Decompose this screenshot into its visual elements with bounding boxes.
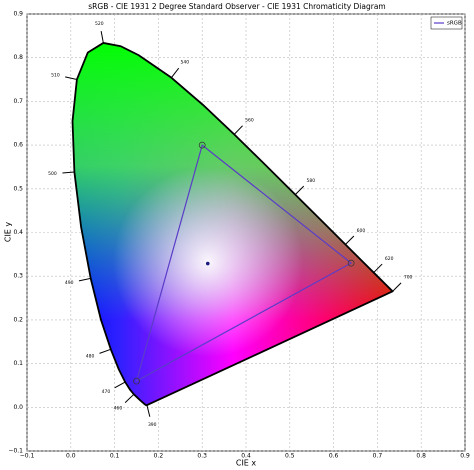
x-tick-label: 0.8 [416,453,426,460]
wavelength-tick [78,277,91,282]
wavelength-label: 580 [306,178,315,184]
y-tick-label: 0.2 [13,316,23,323]
wavelength-tick [65,76,77,80]
gamut-vertex [198,141,206,149]
wavelength-tick [124,393,135,403]
wavelength-label: 470 [102,389,111,395]
y-tick-label: 0.6 [13,142,23,149]
x-tick-label: 0.6 [329,453,339,460]
wavelength-tick [233,125,243,135]
y-tick-label: 0.1 [13,360,23,367]
x-axis-label: CIE x [236,459,257,468]
y-tick-label: 0.9 [13,11,23,18]
wavelength-label: 390 [148,422,157,428]
x-tick-label: 0.0 [66,453,76,460]
wavelength-label: 500 [48,171,57,177]
y-tick-label: 0.5 [13,185,23,192]
marks: −0.1 0.0 0.1 0.2 0.3 0.4 0.5 0.6 0.7 0.8 0.9 −0.1 0.… [8,11,470,460]
wavelength-tick [345,235,355,245]
legend-label: sRGB [447,21,462,27]
wavelength-label: 520 [95,21,104,27]
y-tick-label: −0.1 [8,448,23,455]
gamut-vertex [133,377,140,385]
x-tick-label: 0.5 [285,453,295,460]
x-tick-label: 0.7 [373,453,383,460]
wavelength-tick [294,185,305,196]
wavelength-label: 510 [51,73,60,79]
gamut-vertex [347,259,355,267]
wavelength-label: 560 [245,117,254,123]
wavelength-tick [100,31,104,44]
wavelength-label: 600 [357,228,366,234]
legend-box [430,16,463,30]
wavelength-label: 460 [114,406,123,412]
x-tick-label: 0.9 [460,453,470,460]
y-tick-label: 0.4 [13,229,23,236]
wavelength-label: 620 [385,256,394,262]
wavelength-tick [373,263,383,273]
wavelength-tick [146,405,151,417]
x-tick-label: 0.4 [241,453,251,460]
wavelength-tick [170,67,180,78]
x-tick-label: 0.3 [197,453,207,460]
gamut-triangle [135,144,353,383]
wavelength-tick [99,348,111,354]
y-tick-label: 0.8 [13,54,23,61]
x-tick-label: 0.2 [154,453,164,460]
x-tick-label: −0.1 [20,453,35,460]
wavelength-label: 490 [65,280,74,286]
chart-title: sRGB - CIE 1931 2 Degree Standard Observ… [88,2,385,11]
x-tick-label: 0.1 [110,453,120,460]
wavelength-tick [62,171,75,174]
y-tick-label: 0.0 [13,404,23,411]
y-tick-label: 0.3 [13,273,23,280]
wavelength-label: 540 [181,59,190,65]
y-axis-label: CIE y [4,222,13,243]
wavelength-label: 480 [86,354,95,360]
whitepoint [205,261,210,266]
y-tick-label: 0.7 [13,98,23,105]
spectral-locus [71,42,394,407]
wavelength-tick [114,381,126,389]
wavelength-tick [392,282,402,292]
wavelength-label: 700 [404,275,413,281]
